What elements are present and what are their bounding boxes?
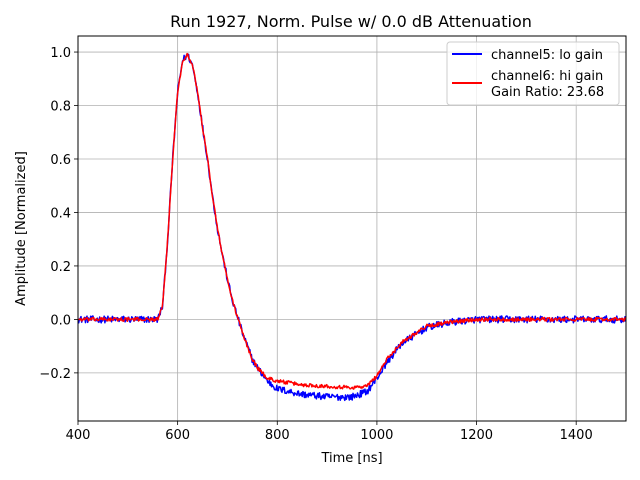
chart-title: Run 1927, Norm. Pulse w/ 0.0 dB Attenuat… <box>170 12 532 31</box>
ticks: 400 600 800 1000 1200 1400 −0.2 0.0 0.2 0.4 0.6 0.8… <box>39 46 592 443</box>
axes-frame <box>77 35 627 422</box>
y-tick-label: 1.0 <box>50 46 71 61</box>
y-tick-label: 0.0 <box>50 313 71 328</box>
x-tick-label: 800 <box>265 428 290 443</box>
plot-area <box>77 52 627 402</box>
grid <box>77 36 626 421</box>
y-tick-label: 0.2 <box>50 260 71 275</box>
legend-label-channel6: channel6: hi gain <box>491 69 603 84</box>
y-axis-label: Amplitude [Normalized] <box>14 151 29 306</box>
x-tick-label: 1400 <box>560 428 593 443</box>
y-tick-label: 0.4 <box>50 206 71 221</box>
x-tick-label: 1000 <box>360 428 393 443</box>
legend-label-channel5: channel5: lo gain <box>491 48 603 63</box>
y-tick-label: 0.6 <box>50 153 71 168</box>
x-tick-label: 1200 <box>460 428 493 443</box>
legend-box <box>446 41 620 106</box>
y-tick-label: 0.8 <box>50 100 71 115</box>
x-tick-label: 400 <box>66 428 91 443</box>
series-line-channel6 <box>77 52 627 390</box>
legend-gain-ratio: Gain Ratio: 23.68 <box>491 85 604 100</box>
legend: channel5: lo gain channel6: hi gain Gain… <box>446 41 620 106</box>
x-axis-label: Time [ns] <box>320 451 382 466</box>
x-tick-label: 600 <box>165 428 190 443</box>
y-tick-label: −0.2 <box>39 367 71 382</box>
